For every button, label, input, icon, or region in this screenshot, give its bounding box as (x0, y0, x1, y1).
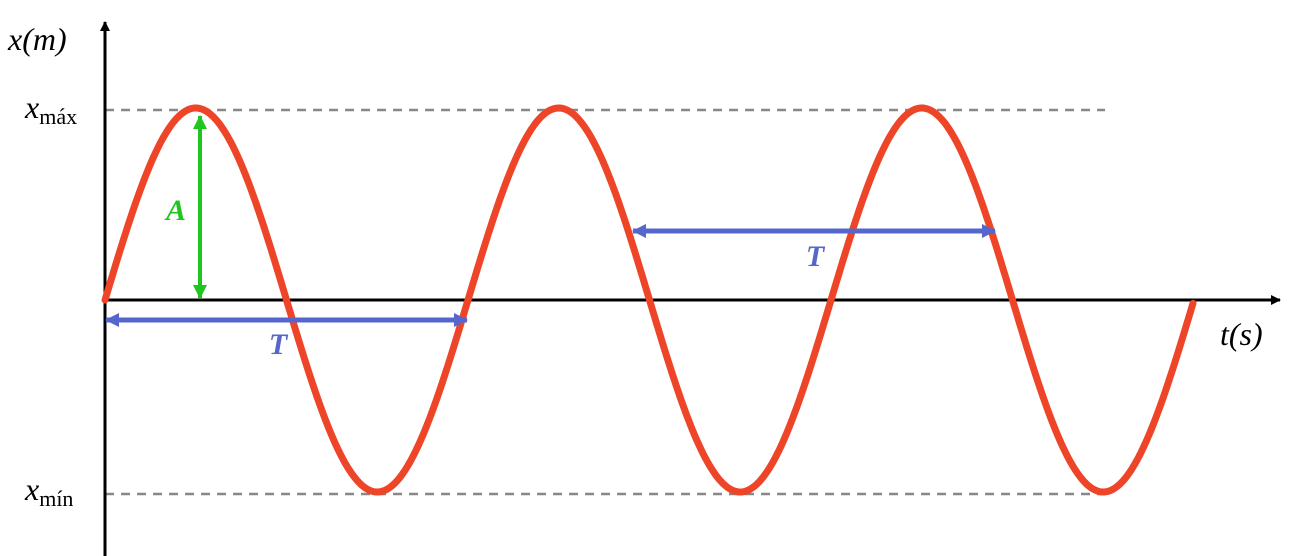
max-symbol: x (24, 89, 39, 125)
min-label: xmín (24, 471, 73, 511)
max-label: xmáx (24, 89, 77, 129)
min-symbol: x (24, 471, 39, 507)
x-axis-label: t(s) (1220, 316, 1263, 352)
min-subscript: mín (39, 486, 73, 511)
amplitude-label: A (164, 194, 186, 227)
period-label: T (806, 240, 826, 273)
period-label: T (269, 328, 289, 361)
sine-wave (101, 104, 1197, 496)
max-subscript: máx (39, 104, 77, 129)
y-axis-label: x(m) (7, 21, 67, 57)
